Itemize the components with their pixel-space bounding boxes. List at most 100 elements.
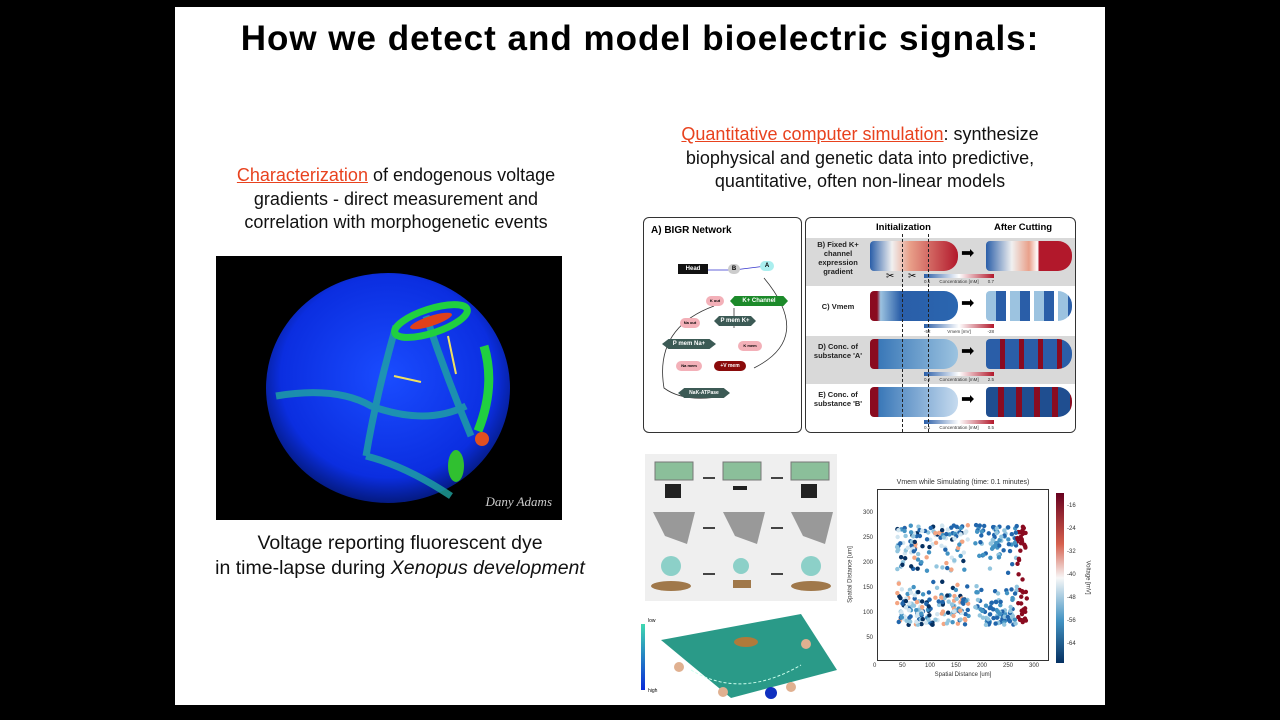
cell-point bbox=[917, 533, 923, 539]
simulation-text: Quantitative computer simulation: synthe… bbox=[630, 123, 1090, 194]
cell-point bbox=[960, 539, 965, 544]
cell-point bbox=[981, 552, 986, 558]
characterization-highlight: Characterization bbox=[236, 165, 368, 185]
cell-point bbox=[919, 611, 924, 616]
initial-pattern bbox=[870, 241, 958, 271]
cell-point bbox=[1015, 561, 1020, 567]
cell-point bbox=[902, 556, 908, 561]
cell-point bbox=[1013, 530, 1019, 535]
cell-point bbox=[920, 528, 925, 533]
cell-point bbox=[963, 611, 968, 617]
initial-pattern bbox=[870, 339, 958, 369]
cell-point bbox=[916, 589, 921, 595]
cell-point bbox=[1007, 548, 1013, 554]
cell-point bbox=[1002, 622, 1007, 627]
scissors-icon: ✂ bbox=[908, 271, 917, 282]
cell-point bbox=[975, 590, 980, 595]
cell-point bbox=[928, 525, 933, 531]
cell-point bbox=[940, 565, 945, 570]
colorbar-tick: -64 bbox=[1067, 641, 1076, 647]
node-a: A bbox=[760, 261, 774, 271]
cell-point bbox=[1016, 556, 1022, 562]
x-tick: 50 bbox=[899, 663, 906, 669]
after-cut-pattern bbox=[986, 241, 1072, 271]
cell-point bbox=[1019, 588, 1025, 594]
cell-point bbox=[978, 607, 983, 612]
text-line: biophysical and genetic data into predic… bbox=[685, 147, 1035, 168]
cell-point bbox=[924, 568, 930, 573]
cell-point bbox=[965, 523, 971, 528]
cell-point bbox=[949, 602, 955, 607]
colorbar-label: 0.1 0.7 Concentration [mM] bbox=[924, 279, 994, 284]
cell-point bbox=[944, 531, 949, 537]
node-vmem: +V mem bbox=[714, 361, 746, 371]
cell-point bbox=[973, 604, 978, 610]
cell-point bbox=[991, 615, 996, 621]
colorbar-label: Voltage [mV] bbox=[1084, 560, 1091, 595]
cell-point bbox=[1012, 617, 1018, 622]
cell-point bbox=[905, 545, 911, 551]
cell-point bbox=[1010, 561, 1015, 567]
cell-point bbox=[988, 555, 993, 560]
cell-point bbox=[1005, 614, 1011, 620]
cell-point bbox=[914, 533, 919, 539]
after-cut-pattern bbox=[986, 387, 1072, 417]
cell-point bbox=[962, 622, 968, 627]
cell-point bbox=[1006, 537, 1011, 542]
cell-point bbox=[904, 618, 909, 624]
cell-point bbox=[1023, 618, 1029, 623]
cell-point bbox=[958, 532, 963, 537]
cell-point bbox=[958, 525, 964, 531]
cell-point bbox=[895, 566, 900, 572]
cell-point bbox=[935, 612, 940, 617]
cell-point bbox=[926, 590, 932, 595]
cell-point bbox=[927, 613, 932, 618]
cell-point bbox=[945, 593, 950, 598]
colorbar-tick: -16 bbox=[1067, 503, 1076, 509]
colorbar-tick: -56 bbox=[1067, 618, 1076, 624]
text-line: of endogenous voltage bbox=[367, 165, 556, 185]
cell-point bbox=[911, 534, 916, 539]
cell-point bbox=[898, 595, 903, 601]
cell-point bbox=[1016, 572, 1021, 577]
node-head: Head bbox=[678, 264, 708, 274]
cell-point bbox=[940, 524, 945, 529]
cell-point bbox=[924, 537, 930, 542]
cell-point bbox=[949, 567, 954, 572]
cell-point bbox=[994, 530, 999, 536]
cell-point bbox=[952, 558, 957, 563]
colorbar-tick: -32 bbox=[1067, 549, 1076, 555]
cell-point bbox=[899, 615, 905, 620]
text-line: quantitative, often non-linear models bbox=[714, 171, 1006, 191]
cell-point bbox=[915, 611, 920, 617]
cell-point bbox=[965, 537, 970, 542]
row-label: E) Conc. of substance 'B' bbox=[813, 390, 863, 408]
cell-point bbox=[895, 547, 901, 552]
cell-point bbox=[997, 537, 1002, 543]
cell-point bbox=[919, 599, 925, 604]
x-axis-label: Spatial Distance [um] bbox=[934, 672, 992, 678]
cell-point bbox=[933, 540, 939, 545]
cell-point bbox=[919, 621, 924, 627]
cell-point bbox=[951, 523, 956, 528]
text-line: gradients - direct measurement and bbox=[253, 188, 539, 209]
row-label: B) Fixed K+ channel expression gradient bbox=[817, 240, 859, 276]
cell-point bbox=[973, 541, 978, 546]
cell-point bbox=[908, 523, 913, 528]
y-tick: 100 bbox=[862, 610, 873, 616]
cell-point bbox=[993, 621, 998, 626]
cell-point bbox=[1010, 595, 1015, 601]
cell-point bbox=[899, 610, 904, 615]
cell-point bbox=[958, 553, 963, 559]
colorbar-label: 0.2 2.5 Concentration [mM] bbox=[924, 377, 994, 382]
cell-point bbox=[912, 596, 917, 601]
cell-point bbox=[951, 613, 956, 619]
after-cut-pattern bbox=[986, 339, 1072, 369]
cell-point bbox=[965, 584, 970, 589]
cell-point bbox=[926, 617, 931, 623]
y-tick: 50 bbox=[866, 635, 873, 641]
cell-point bbox=[974, 583, 979, 589]
cell-point bbox=[1006, 542, 1012, 547]
simulation-figure: Initialization After Cutting B) Fixed K+… bbox=[805, 217, 1076, 433]
cell-point bbox=[977, 553, 982, 559]
